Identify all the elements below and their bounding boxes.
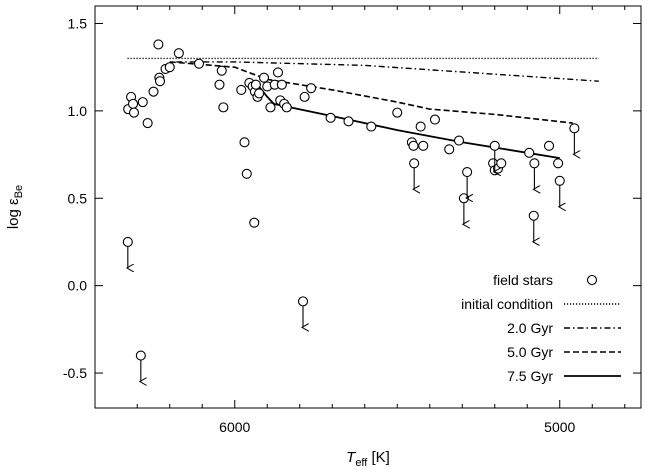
data-point <box>415 121 426 132</box>
data-point <box>142 118 153 129</box>
data-point <box>418 140 429 151</box>
data-point <box>154 76 166 87</box>
data-point <box>429 114 441 125</box>
data-point <box>193 58 205 69</box>
data-point <box>272 67 284 78</box>
upper-limit-point <box>409 158 420 169</box>
data-point <box>214 79 225 90</box>
upper-limit-point <box>297 296 309 307</box>
data-point <box>553 158 564 169</box>
upper-limit-point <box>135 350 146 361</box>
data-point <box>239 137 250 148</box>
data-point <box>306 83 317 94</box>
data-point <box>127 98 139 109</box>
legend-label: 5.0 Gyr <box>507 344 553 360</box>
data-point <box>148 86 159 97</box>
upper-limit-point <box>462 166 473 178</box>
x-tick-label: 5000 <box>544 419 575 435</box>
y-tick-label: -0.5 <box>63 365 87 381</box>
data-point <box>325 112 336 123</box>
upper-limit-point <box>528 210 539 221</box>
data-point <box>366 121 377 132</box>
data-point <box>496 158 507 169</box>
x-tick-label: 6000 <box>219 419 250 435</box>
data-point <box>153 39 164 50</box>
chart-marks <box>122 39 599 382</box>
y-axis-title: log εBe <box>5 185 25 229</box>
axes-ticks <box>95 6 641 408</box>
data-point <box>444 144 455 155</box>
legend-label: 2.0 Gyr <box>507 320 553 336</box>
data-point <box>216 65 227 76</box>
upper-limit-point <box>529 158 540 169</box>
data-point <box>249 217 260 228</box>
data-point <box>236 84 247 95</box>
data-point <box>543 140 555 151</box>
y-tick-label: 1.5 <box>68 15 88 31</box>
data-point <box>128 107 140 118</box>
data-point <box>276 79 287 90</box>
data-point <box>254 88 265 99</box>
upper-limit-point <box>489 140 500 151</box>
data-point <box>281 102 292 113</box>
data-point <box>265 102 276 113</box>
data-point <box>250 79 261 90</box>
legend: field stars initial condition 2.0 Gyr 5.0 G… <box>461 272 621 384</box>
y-tick-label: 0.0 <box>68 278 88 294</box>
data-point <box>408 140 419 151</box>
data-point <box>343 116 354 127</box>
legend-label: initial condition <box>461 296 553 312</box>
plot-frame <box>94 5 642 409</box>
upper-limit-point <box>569 123 580 134</box>
data-point <box>173 48 184 59</box>
legend-label: 7.5 Gyr <box>507 368 553 384</box>
data-point <box>299 91 310 102</box>
upper-limit-point <box>554 175 565 186</box>
data-point <box>218 102 229 113</box>
series-line <box>176 61 599 82</box>
series-line <box>256 84 560 159</box>
data-point <box>392 107 403 118</box>
y-tick-labels: 1.5 1.0 0.5 0.0 -0.5 <box>63 15 87 381</box>
data-point <box>241 168 252 179</box>
x-axis-title: Teff [K] <box>346 449 390 469</box>
data-point <box>524 147 535 158</box>
series-line <box>169 61 573 124</box>
data-point <box>453 135 465 146</box>
y-tick-label: 1.0 <box>68 103 88 119</box>
y-tick-label: 0.5 <box>68 190 88 206</box>
x-tick-labels: 6000 5000 <box>219 419 575 435</box>
data-point <box>258 72 270 83</box>
legend-label: field stars <box>493 272 553 288</box>
legend-marker <box>586 274 598 286</box>
upper-limit-point <box>122 236 133 248</box>
data-point <box>164 62 175 73</box>
data-point <box>137 97 148 108</box>
